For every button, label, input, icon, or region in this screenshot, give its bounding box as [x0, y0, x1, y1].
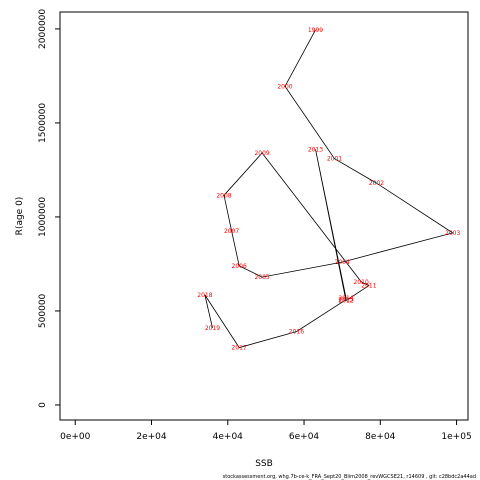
series-path — [204, 29, 454, 349]
point-label-2007: 2007 — [224, 228, 239, 235]
point-label-2012: 2012 — [338, 298, 353, 305]
point-label-2003: 2003 — [445, 230, 460, 237]
point-label-2004: 2004 — [335, 259, 350, 266]
y-axis-label: R(age 0) — [15, 197, 25, 236]
footer-credit: stockassessment.org, whg.7b-ce-k_FRA_Sep… — [223, 474, 476, 480]
point-label-2019: 2019 — [205, 325, 220, 332]
x-tick-label: 8e+04 — [365, 432, 396, 442]
x-axis: 0e+00 2e+04 4e+04 6e+04 8e+04 1e+05 — [60, 419, 472, 442]
series-line — [204, 29, 454, 349]
y-tick-label: 0 — [38, 402, 48, 408]
point-label-2009: 2009 — [254, 150, 269, 157]
point-labels: 1999 2000 2001 2002 2003 2004 2005 2006 2007 2008… — [197, 27, 460, 352]
point-label-2000: 2000 — [277, 83, 292, 90]
x-tick-label: 0e+00 — [60, 432, 91, 442]
x-tick-label: 1e+05 — [441, 432, 471, 442]
x-tick-label: 4e+04 — [213, 432, 244, 442]
point-label-2006: 2006 — [232, 263, 247, 270]
y-axis: 0 500000 1000000 1500000 2000000 — [38, 9, 61, 408]
point-label-2015: 2015 — [338, 297, 353, 304]
point-label-2005: 2005 — [254, 274, 269, 281]
y-tick-label: 1000000 — [38, 197, 48, 237]
point-label-2013: 2013 — [308, 146, 323, 153]
y-tick-label: 2000000 — [38, 9, 48, 49]
plot-frame — [59, 11, 469, 421]
point-label-2014: 2014 — [338, 295, 353, 302]
point-label-2002: 2002 — [369, 180, 384, 187]
x-tick-label: 6e+04 — [289, 432, 320, 442]
x-axis-label: SSB — [255, 459, 273, 469]
point-label-2018: 2018 — [197, 292, 212, 299]
point-label-2010: 2010 — [354, 279, 369, 286]
point-label-2017: 2017 — [232, 345, 247, 352]
point-label-2008: 2008 — [216, 192, 231, 199]
x-tick-label: 2e+04 — [136, 432, 167, 442]
point-label-1999: 1999 — [308, 27, 323, 34]
point-label-2016: 2016 — [289, 329, 304, 336]
y-tick-label: 1500000 — [38, 103, 48, 143]
point-label-2011: 2011 — [361, 283, 376, 290]
y-tick-label: 500000 — [38, 293, 48, 328]
point-label-2001: 2001 — [327, 156, 342, 163]
